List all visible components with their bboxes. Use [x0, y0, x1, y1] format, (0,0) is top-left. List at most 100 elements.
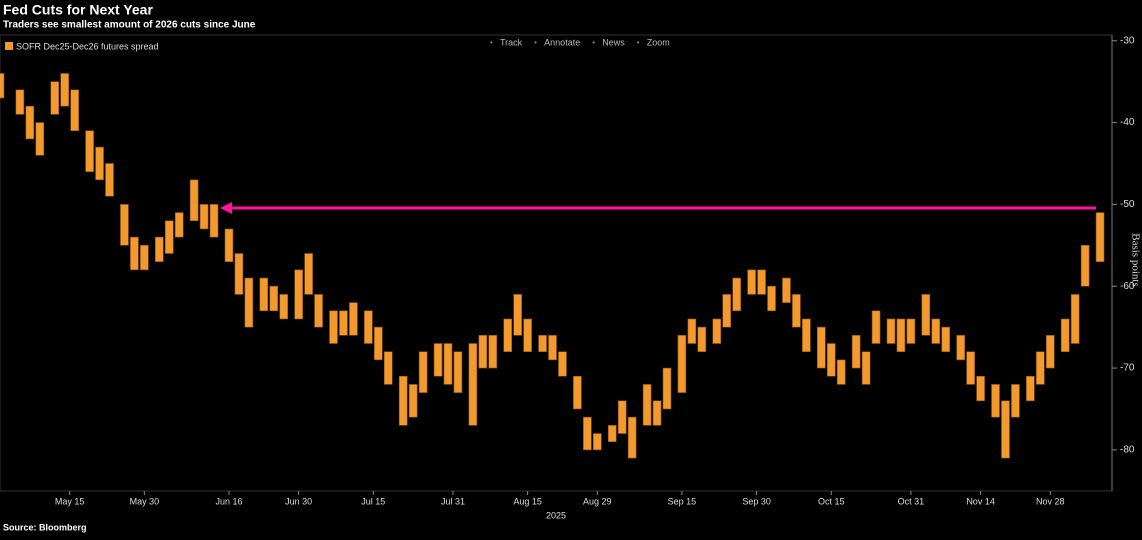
legend-label: SOFR Dec25-Dec26 futures spread — [16, 41, 159, 51]
toolbar-button[interactable]: Track — [500, 37, 523, 47]
x-tick-label: Sep 15 — [668, 496, 697, 506]
y-tick-label: -80 — [1120, 445, 1135, 456]
candle — [826, 343, 836, 377]
candle — [747, 269, 756, 295]
candle — [538, 335, 547, 352]
toolbar-button[interactable]: Zoom — [647, 37, 670, 47]
candle — [767, 285, 776, 312]
candle — [0, 73, 5, 99]
candle — [140, 245, 149, 271]
candle — [573, 375, 582, 410]
candle — [642, 384, 652, 426]
candle — [836, 359, 846, 385]
candle — [627, 416, 637, 459]
candle — [792, 294, 801, 328]
candle — [453, 351, 463, 393]
candle — [1045, 335, 1055, 369]
candle — [418, 351, 428, 393]
candle — [279, 294, 289, 320]
candle — [70, 89, 79, 132]
candle — [478, 335, 488, 369]
candle — [782, 277, 791, 303]
x-axis-label: 2025 — [546, 510, 566, 520]
candle — [662, 367, 672, 410]
candle — [851, 335, 861, 369]
candle — [722, 294, 732, 328]
candle — [652, 400, 662, 426]
candle — [349, 302, 358, 336]
candle — [120, 204, 129, 246]
candle — [294, 269, 303, 320]
candle — [593, 433, 602, 451]
candle — [373, 326, 383, 361]
x-tick-label: Nov 14 — [966, 496, 995, 506]
y-tick-label: -30 — [1120, 35, 1135, 46]
candle — [802, 318, 811, 352]
candle — [677, 335, 687, 393]
candle — [966, 351, 975, 385]
y-tick-label: -40 — [1120, 117, 1135, 128]
candle — [712, 318, 722, 344]
candle — [164, 220, 174, 254]
candle — [1036, 351, 1045, 385]
y-axis-label: Basis points — [1129, 233, 1141, 286]
x-tick-label: May 30 — [130, 496, 160, 506]
candle — [558, 351, 567, 377]
annotation-arrow-head — [220, 202, 232, 214]
candle — [976, 375, 985, 402]
toolbar-button[interactable]: News — [602, 37, 625, 47]
candle — [244, 277, 254, 328]
candle — [817, 326, 826, 369]
candle — [583, 416, 592, 451]
candle — [991, 384, 1000, 418]
candle — [523, 318, 532, 352]
candle — [269, 285, 279, 312]
candle — [95, 146, 104, 181]
candle — [85, 130, 94, 172]
candle — [234, 253, 244, 295]
candle — [154, 236, 164, 262]
x-tick-label: Aug 15 — [513, 496, 542, 506]
candle — [304, 253, 313, 295]
toolbar-button[interactable]: Annotate — [544, 37, 580, 47]
candle — [224, 228, 234, 262]
candle — [408, 384, 418, 418]
candle — [1070, 294, 1080, 344]
candle — [50, 81, 60, 115]
toolbar-icon: • — [490, 38, 493, 47]
candle — [398, 375, 408, 426]
candle — [199, 204, 209, 230]
toolbar: Track • Annotate • News • Zoom • — [490, 37, 670, 47]
x-tick-label: Sep 30 — [742, 496, 771, 506]
x-tick-label: Jul 15 — [361, 496, 385, 506]
candle — [15, 89, 25, 115]
candle — [886, 318, 896, 344]
candle — [1080, 245, 1090, 287]
legend-swatch — [5, 42, 13, 50]
candle — [1011, 384, 1020, 418]
y-tick-label: -70 — [1120, 363, 1135, 374]
candle — [921, 294, 931, 336]
candle — [757, 269, 766, 295]
candle — [364, 310, 373, 344]
candle — [35, 122, 45, 156]
candle — [503, 318, 513, 352]
candle — [956, 335, 965, 361]
candle — [871, 310, 881, 344]
candle — [732, 277, 741, 312]
candle — [1026, 375, 1035, 402]
x-tick-label: Oct 31 — [898, 496, 925, 506]
source: Source: Bloomberg — [3, 522, 87, 532]
candle — [513, 294, 522, 336]
x-tick-label: Jun 16 — [215, 496, 242, 506]
x-tick-label: Oct 15 — [818, 496, 845, 506]
candle — [60, 73, 70, 107]
candle — [687, 318, 697, 344]
candle — [861, 351, 871, 385]
candle — [339, 310, 348, 336]
candle — [433, 343, 443, 377]
chart-title: Fed Cuts for Next Year — [3, 2, 153, 18]
candle — [209, 204, 219, 238]
